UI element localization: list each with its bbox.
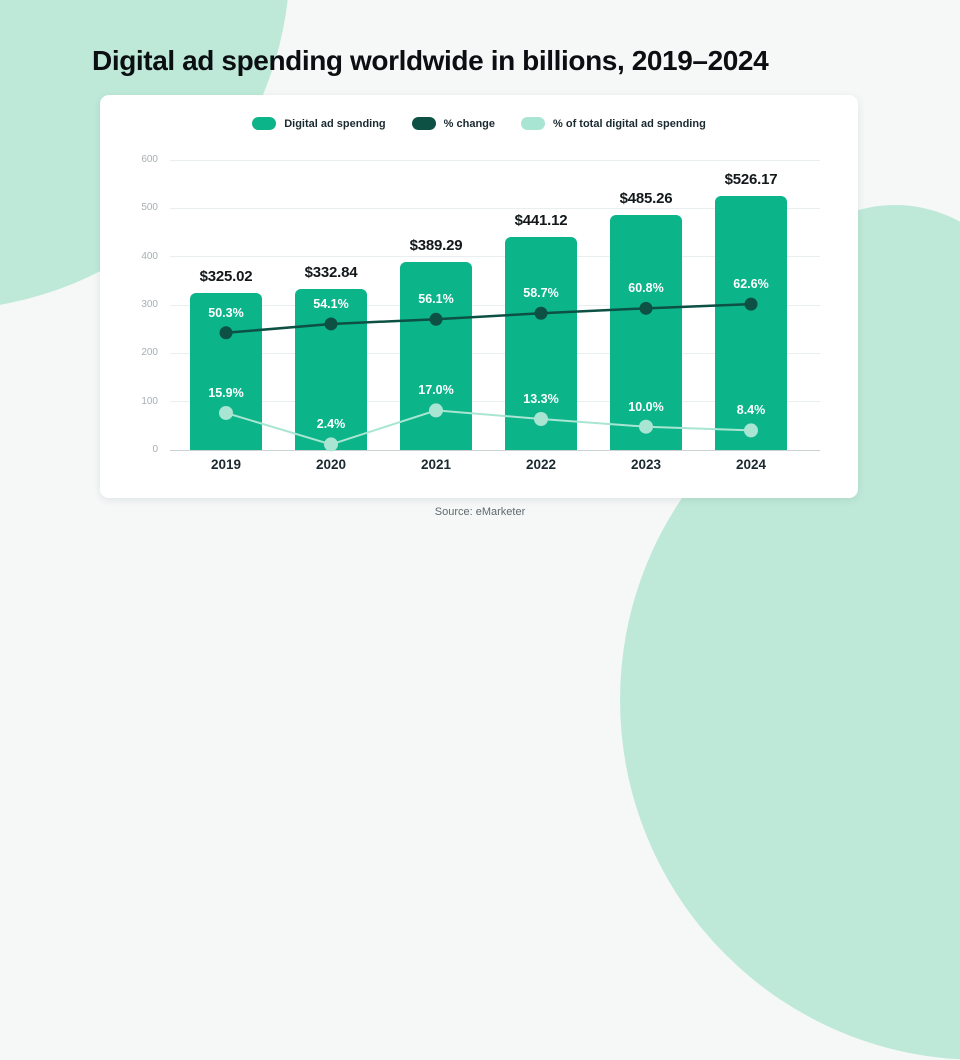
gridline-0 (170, 449, 820, 451)
y-axis-tick-label: 500 (141, 202, 158, 214)
legend-item-digital-ad-spending: Digital ad spending (252, 117, 386, 130)
y-axis-tick-label: 600 (141, 154, 158, 165)
gridline-400 (170, 256, 820, 258)
pct-change-label-2019: 50.3% (208, 305, 244, 320)
y-axis-tick-label: 100 (141, 395, 158, 407)
pct-change-label-2021: 56.1% (418, 292, 454, 307)
bar-2019 (190, 292, 262, 450)
bar-value-label-2019: $325.02 (199, 267, 253, 285)
pct-total-line (225, 409, 752, 446)
bar-value-label-2024: $526.17 (724, 170, 778, 188)
bar-value-label-2021: $389.29 (409, 236, 463, 254)
pct-change-dot-2021 (429, 312, 443, 326)
y-axis-tick-label: 200 (141, 347, 158, 359)
legend-swatch-pct-change (411, 117, 436, 130)
bar-value-label-2020: $332.84 (304, 264, 358, 282)
page-title: Digital ad spending worldwide in billion… (92, 44, 769, 76)
pct-change-label-2020: 54.1% (313, 296, 349, 311)
pct-total-dot-2024 (744, 423, 758, 438)
pct-change-dot-2023 (639, 301, 653, 315)
pct-change-dot-2024 (744, 297, 758, 311)
pct-change-dot-2019 (219, 326, 233, 340)
x-axis-label-2023: 2023 (630, 457, 662, 472)
pct-total-dot-2023 (639, 419, 653, 434)
gridline-300 (170, 304, 820, 306)
chart-card: Digital ad spending % change % of total … (100, 95, 858, 498)
pct-total-dot-2021 (429, 403, 443, 418)
pct-total-label-2019: 15.9% (208, 385, 244, 400)
legend-item-pct-total: % of total digital ad spending (521, 117, 706, 130)
pct-total-label-2022: 13.3% (523, 392, 559, 406)
pct-total-dot-2022 (534, 412, 548, 427)
legend-label: % of total digital ad spending (553, 117, 706, 130)
bar-value-label-2022: $441.12 (514, 211, 568, 229)
gridline-100 (170, 401, 820, 403)
bar-2024 (715, 195, 787, 450)
x-axis-label-2024: 2024 (735, 457, 767, 472)
pct-change-label-2023: 60.8% (628, 281, 664, 296)
legend-item-pct-change: % change (411, 117, 496, 130)
legend-swatch-pct-total (521, 117, 546, 130)
pct-total-label-2024: 8.4% (736, 403, 766, 418)
x-axis-label-2020: 2020 (315, 457, 347, 472)
x-axis-label-2022: 2022 (525, 457, 557, 472)
legend-label: Digital ad spending (284, 117, 386, 130)
pct-change-label-2022: 58.7% (523, 286, 559, 301)
chart-legend: Digital ad spending % change % of total … (100, 117, 858, 130)
line-series-layer (219, 297, 758, 452)
pct-change-dot-2022 (534, 306, 548, 320)
pct-total-dot-2020 (324, 437, 338, 452)
y-axis-tick-label: 400 (141, 250, 158, 262)
pct-total-dot-2019 (219, 405, 233, 420)
gridline-600 (170, 159, 820, 161)
x-axis-label-2019: 2019 (210, 457, 242, 472)
bar-2020 (295, 289, 367, 450)
gridline-200 (170, 352, 820, 354)
source-caption: Source: eMarketer (434, 506, 526, 518)
pct-change-label-2024: 62.6% (733, 277, 769, 292)
pct-total-label-2021: 17.0% (418, 383, 454, 398)
pct-total-label-2023: 10.0% (628, 399, 664, 414)
gridline-500 (170, 207, 820, 209)
pct-total-label-2020: 2.4% (316, 417, 346, 432)
y-axis-tick-label: 0 (152, 444, 158, 455)
legend-label: % change (443, 117, 496, 130)
y-axis-tick-label: 300 (141, 299, 158, 310)
pct-change-dot-2020 (324, 317, 338, 331)
x-axis-label-2021: 2021 (420, 457, 452, 472)
bar-2023 (610, 215, 682, 450)
pct-change-line (225, 302, 752, 335)
bar-value-label-2023: $485.26 (619, 190, 673, 208)
legend-swatch-bar (252, 117, 277, 130)
